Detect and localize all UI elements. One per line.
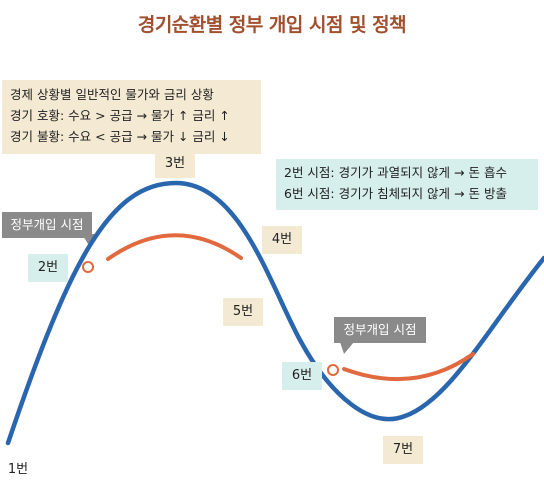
intervention-point-6 bbox=[327, 364, 339, 376]
policy-curve-tightening bbox=[106, 233, 243, 261]
market-note-line-3: 경기 불황: 수요 < 공급 → 물가 ↓ 금리 ↓ bbox=[10, 129, 230, 144]
business-cycle-curve bbox=[5, 180, 544, 446]
policy-curve-easing bbox=[342, 352, 475, 382]
tag-pointer-2 bbox=[340, 342, 354, 354]
point-label-6: 6번 bbox=[282, 362, 322, 390]
diagram-title: 경기순환별 정부 개입 시점 및 정책 bbox=[137, 14, 407, 36]
point-label-5: 5번 bbox=[223, 298, 263, 326]
policy-note: 2번 시점: 경기가 과열되지 않게 → 돈 흡수 6번 시점: 경기가 침체되… bbox=[276, 159, 538, 210]
market-note-line-1: 경제 상황별 일반적인 물가와 금리 상황 bbox=[10, 87, 214, 102]
intervention-tag-1: 정부개입 시점 bbox=[2, 212, 92, 238]
market-note-line-2: 경기 호황: 수요 > 공급 → 물가 ↑ 금리 ↑ bbox=[10, 108, 230, 123]
point-label-2: 2번 bbox=[28, 254, 68, 282]
point-label-1: 1번 bbox=[7, 462, 29, 477]
market-conditions-note: 경제 상황별 일반적인 물가와 금리 상황 경기 호황: 수요 > 공급 → 물… bbox=[2, 80, 261, 154]
intervention-point-2 bbox=[82, 261, 94, 273]
policy-note-line-2: 6번 시점: 경기가 침체되지 않게 → 돈 방출 bbox=[284, 186, 507, 201]
intervention-tag-2: 정부개입 시점 bbox=[334, 317, 426, 343]
point-label-3: 3번 bbox=[155, 150, 195, 178]
policy-note-line-1: 2번 시점: 경기가 과열되지 않게 → 돈 흡수 bbox=[284, 165, 507, 180]
point-label-7: 7번 bbox=[383, 436, 423, 464]
point-label-4: 4번 bbox=[262, 226, 302, 254]
